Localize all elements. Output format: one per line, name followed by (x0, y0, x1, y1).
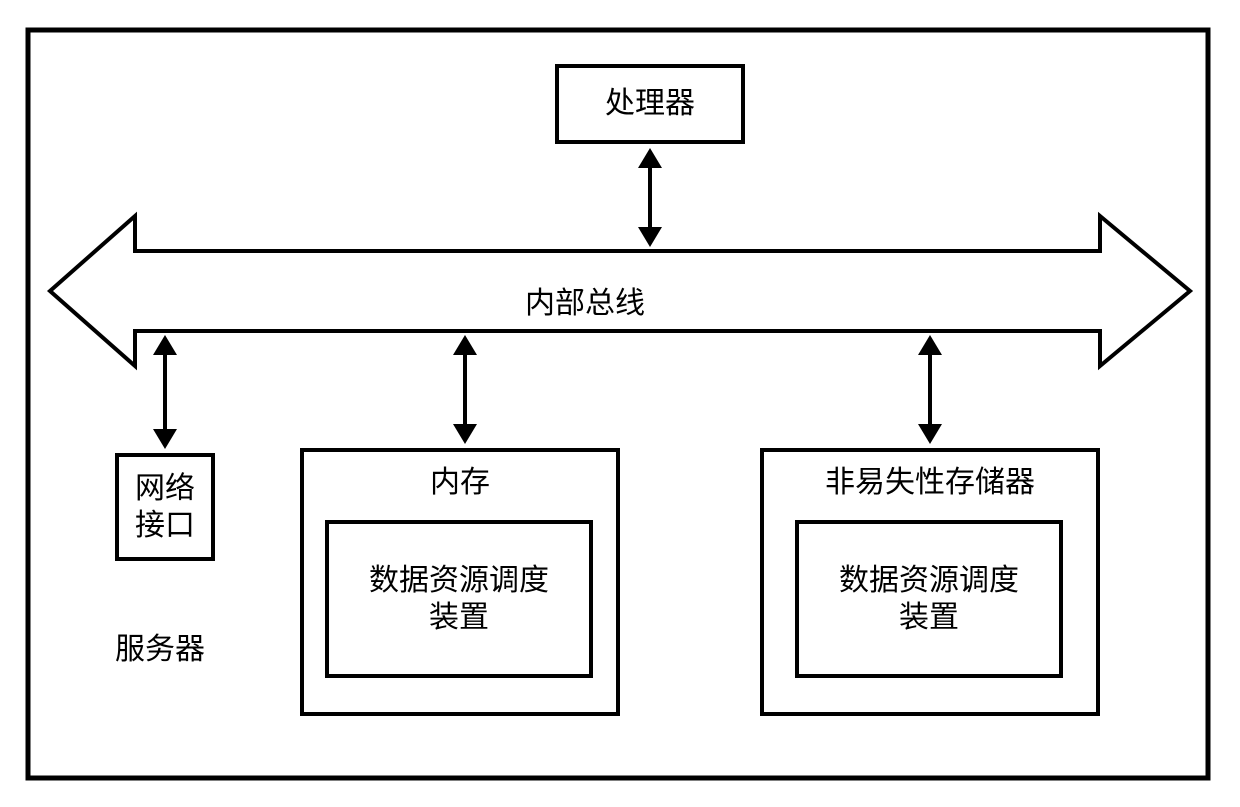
nvstorage-inner-label: 数据资源调度 装置 (839, 562, 1019, 637)
memory-inner-node: 数据资源调度 装置 (325, 520, 593, 678)
nvstorage-inner-node: 数据资源调度 装置 (795, 520, 1063, 678)
server-label: 服务器 (115, 630, 315, 670)
network-interface-label: 网络 接口 (135, 470, 195, 545)
bus-label: 内部总线 (525, 278, 645, 322)
memory-inner-label: 数据资源调度 装置 (369, 562, 549, 637)
memory-title: 内存 (300, 463, 620, 503)
processor-label: 处理器 (605, 85, 695, 123)
nvstorage-label: 非易失性存储器 (825, 464, 1035, 502)
memory-label: 内存 (430, 464, 490, 502)
server-label-text: 服务器 (115, 631, 205, 669)
nvstorage-title: 非易失性存储器 (760, 463, 1100, 503)
diagram-canvas: 内部总线 处理器 网络 接口 内存 数据资源调度 装置 非易失性存储器 数据资源… (0, 0, 1240, 807)
processor-node: 处理器 (555, 64, 745, 144)
network-interface-node: 网络 接口 (115, 453, 215, 561)
